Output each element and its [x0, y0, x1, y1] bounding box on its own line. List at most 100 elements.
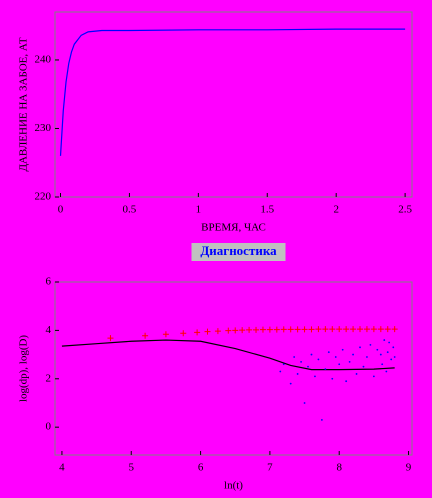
plus-marker: [239, 327, 246, 334]
dot-marker: [381, 363, 384, 366]
plus-marker: [194, 329, 201, 336]
plus-marker: [308, 326, 315, 333]
y-tick-label: 2: [46, 372, 52, 384]
dot-marker: [293, 356, 296, 358]
dot-marker: [300, 360, 302, 363]
x-tick-label: 1.5: [260, 204, 274, 216]
plus-marker: [259, 326, 266, 333]
y-tick-label: 4: [46, 324, 52, 336]
dot-marker: [385, 370, 388, 373]
plus-marker: [363, 326, 370, 333]
x-axis-label: ln(t): [224, 480, 243, 492]
plus-marker: [322, 326, 329, 333]
plus-marker: [232, 327, 239, 334]
dot-marker: [383, 339, 386, 341]
plus-marker: [315, 326, 322, 333]
dot-marker: [279, 370, 282, 373]
dot-marker: [390, 358, 393, 361]
plus-marker: [384, 326, 391, 333]
plus-marker: [225, 327, 232, 334]
line: [59, 28, 406, 156]
dot-marker: [289, 382, 292, 385]
dot-marker: [334, 356, 337, 358]
plus-marker: [294, 326, 301, 333]
plus-marker: [370, 326, 377, 333]
dot-marker: [303, 402, 306, 404]
dot-marker: [355, 373, 358, 375]
dot-marker: [392, 346, 395, 349]
plus-marker: [246, 326, 253, 333]
dot-marker: [386, 351, 389, 354]
plus-marker: [343, 326, 350, 333]
dot-marker: [393, 356, 396, 358]
x-tick-label: 6: [198, 462, 204, 474]
dot-marker: [345, 380, 348, 383]
dot-marker: [379, 353, 382, 356]
dot-marker: [348, 360, 351, 363]
y-tick-label: 220: [35, 191, 52, 203]
x-tick-label: 0.5: [123, 204, 137, 216]
dot-marker: [296, 373, 299, 375]
y-tick-label: 0: [46, 421, 52, 433]
plus-marker: [266, 326, 273, 333]
plus-marker: [253, 326, 260, 333]
plus-marker: [391, 326, 398, 333]
dot-marker: [338, 363, 341, 366]
y-tick-label: 230: [35, 122, 52, 134]
plus-marker: [287, 326, 294, 333]
plus-marker: [280, 326, 287, 333]
plus-marker: [180, 330, 187, 337]
plus-marker: [377, 326, 384, 333]
chart-title: Диагностика: [200, 243, 277, 258]
x-tick-label: 4: [59, 462, 65, 474]
x-tick-label: 0: [58, 204, 64, 216]
dot-marker: [310, 353, 313, 356]
plus-marker: [214, 328, 221, 335]
dot-marker: [388, 341, 391, 344]
plus-marker: [204, 328, 211, 335]
dot-marker: [366, 356, 368, 358]
line: [61, 339, 395, 371]
y-tick-label: 6: [46, 276, 52, 288]
plus-marker: [273, 326, 280, 333]
x-tick-label: 8: [336, 462, 342, 474]
plus-marker: [329, 326, 336, 333]
dot-marker: [327, 351, 330, 354]
dot-marker: [320, 419, 323, 421]
dot-marker: [324, 368, 327, 371]
dot-marker: [376, 348, 379, 351]
y-tick-label: 240: [35, 53, 52, 65]
dot-marker: [341, 348, 344, 351]
plot-frame: [54, 11, 413, 198]
x-tick-label: 1: [196, 204, 202, 216]
x-tick-label: 9: [406, 462, 412, 474]
x-tick-label: 5: [129, 462, 135, 474]
plus-marker: [301, 326, 308, 333]
dot-marker: [307, 365, 309, 368]
x-tick-label: 2: [333, 204, 339, 216]
x-tick-label: 2.5: [398, 204, 412, 216]
dot-marker: [359, 346, 361, 349]
dot-marker: [317, 358, 320, 361]
dot-marker: [314, 375, 316, 378]
dot-marker: [352, 353, 354, 356]
plus-marker: [142, 332, 149, 339]
dot-marker: [331, 377, 334, 380]
plus-marker: [350, 326, 357, 333]
dot-marker: [372, 375, 375, 378]
dot-marker: [282, 363, 285, 366]
y-axis-label: ДАВЛЕНИЕ НА ЗАБОЕ, АТ: [18, 37, 30, 171]
title-background: [191, 243, 286, 261]
dot-marker: [362, 365, 365, 368]
plus-marker: [336, 326, 343, 333]
dot-marker: [369, 344, 372, 346]
plus-marker: [107, 335, 114, 342]
x-tick-label: 7: [267, 462, 273, 474]
x-axis-label: ВРЕМЯ, ЧАС: [201, 222, 266, 234]
plus-marker: [357, 326, 364, 333]
y-axis-label: log(dp), log(D): [18, 335, 30, 403]
plus-marker: [162, 331, 169, 338]
plot-frame: [54, 281, 413, 456]
